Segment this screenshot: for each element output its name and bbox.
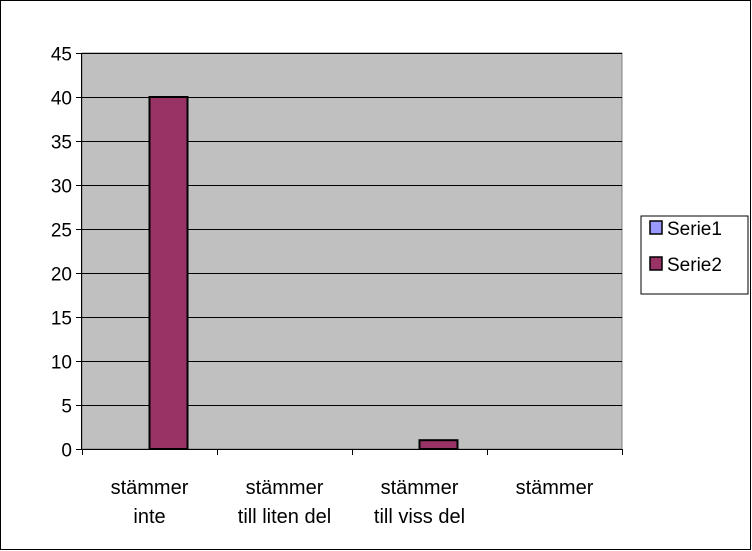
y-tick-label: 0 xyxy=(61,441,72,462)
bar-serie2-0 xyxy=(148,96,189,450)
y-tick-label: 35 xyxy=(51,133,72,154)
y-tick-label: 5 xyxy=(61,397,72,418)
x-tick-label: stämmer till viss del xyxy=(374,477,465,528)
y-tick-label: 20 xyxy=(51,265,72,286)
legend-swatch-serie1 xyxy=(649,220,663,235)
legend-label-serie2: Serie2 xyxy=(667,255,722,276)
y-tick-label: 10 xyxy=(51,353,72,374)
x-tick-label: stämmer inte xyxy=(111,477,189,528)
y-tick-labels: 0 5 10 15 20 25 30 35 40 45 xyxy=(51,45,72,462)
y-tick-label: 15 xyxy=(51,309,72,330)
bar-serie2-2 xyxy=(418,439,459,451)
legend-swatch-serie2 xyxy=(649,256,663,271)
legend-label-serie1: Serie1 xyxy=(667,219,722,240)
y-tick-label: 45 xyxy=(51,45,72,66)
x-tick-label: stämmer till liten del xyxy=(238,477,331,528)
y-tick-label: 40 xyxy=(51,89,72,110)
axes xyxy=(76,53,623,455)
legend: Serie1 Serie2 xyxy=(640,215,749,295)
x-tick-labels: stämmer inte stämmer till liten del stämmer t… xyxy=(111,477,594,528)
x-tick-label: stämmer xyxy=(516,477,594,499)
y-tick-label: 30 xyxy=(51,177,72,198)
y-tick-label: 25 xyxy=(51,221,72,242)
